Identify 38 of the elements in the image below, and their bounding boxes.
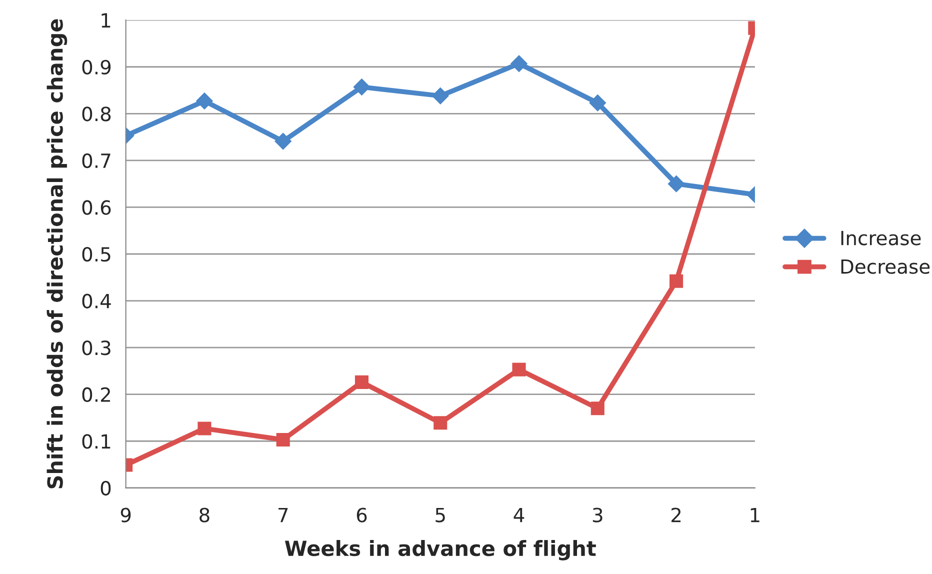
y-tick-label: 0.5 [82, 246, 110, 262]
point [670, 274, 684, 288]
point [589, 94, 606, 112]
point [512, 362, 526, 376]
x-tick-label: 7 [278, 508, 288, 522]
legend-label: Decrease [841, 259, 930, 274]
y-axis-title: Shift in odds of directional price change [46, 19, 68, 488]
y-tick-label: 0.1 [82, 434, 110, 449]
y-tick-label: 0.4 [82, 294, 111, 308]
y-tick-label: 0.2 [82, 387, 110, 402]
point [276, 432, 290, 446]
point [196, 92, 213, 110]
x-tick-label: 4 [514, 508, 524, 522]
legend-label: Increase [841, 230, 921, 246]
x-tick-label: 6 [356, 508, 367, 522]
x-tick-label: 1 [750, 508, 760, 522]
point [198, 422, 212, 436]
x-tick-label: 2 [672, 508, 681, 522]
y-tick-label: 0.6 [82, 200, 111, 215]
x-tick-label: 8 [200, 508, 210, 522]
x-tick-label: 3 [592, 508, 602, 522]
x-tick-label: 5 [436, 508, 445, 522]
y-tick-label: 0.3 [82, 340, 110, 356]
x-axis-title: Weeks in advance of flight [284, 540, 596, 560]
point [432, 88, 449, 104]
point [434, 416, 448, 430]
x-tick-label: 9 [120, 508, 131, 522]
y-tick-label: 0.7 [82, 153, 110, 168]
y-tick-label: 0 [100, 480, 111, 496]
point [353, 78, 370, 96]
y-tick-label: 0.8 [82, 106, 111, 122]
y-tick-label: 0.9 [82, 60, 111, 75]
point [354, 375, 368, 389]
y-tick-label: 1 [102, 13, 110, 28]
point [668, 175, 685, 192]
point [274, 132, 292, 150]
point [590, 402, 604, 416]
point [510, 55, 528, 72]
